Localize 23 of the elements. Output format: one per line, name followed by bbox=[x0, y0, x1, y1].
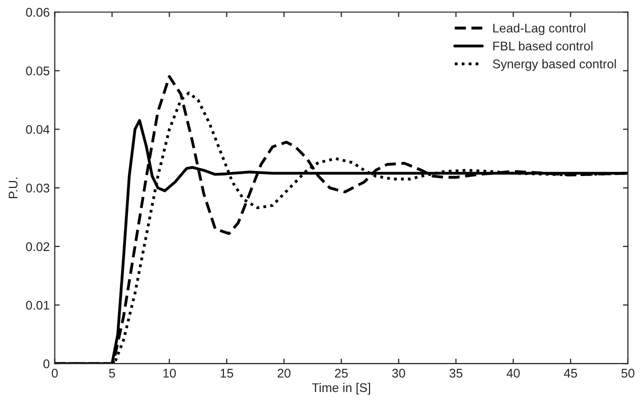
y-axis-title: P.U. bbox=[8, 178, 18, 198]
x-tick-label: 40 bbox=[506, 368, 520, 378]
x-tick-label: 45 bbox=[564, 368, 578, 378]
x-tick-label: 15 bbox=[220, 368, 234, 378]
x-axis-title: Time in [S] bbox=[312, 382, 370, 395]
y-tick-label: 0.01 bbox=[26, 300, 50, 310]
y-tick-label: 0.04 bbox=[26, 125, 50, 134]
y-tick-label: 0.02 bbox=[26, 242, 50, 252]
legend-label: Synergy based control bbox=[492, 59, 616, 71]
x-tick-label: 20 bbox=[278, 368, 290, 378]
x-tick-label: 10 bbox=[163, 368, 176, 378]
y-tick-label: 0.03 bbox=[26, 184, 50, 193]
x-tick-label: 0 bbox=[52, 368, 58, 378]
x-tick-label: 25 bbox=[335, 368, 348, 378]
x-tick-label: 5 bbox=[109, 368, 116, 378]
legend-label: FBL based control bbox=[493, 41, 592, 50]
x-tick-label: 30 bbox=[392, 368, 406, 378]
y-tick-label: 0.05 bbox=[26, 66, 50, 76]
y-tick-label: 0 bbox=[43, 359, 50, 368]
x-tick-label: 50 bbox=[621, 368, 634, 378]
x-tick-label: 35 bbox=[449, 368, 462, 378]
y-tick-label: 0.06 bbox=[26, 8, 50, 17]
legend-label: Lead-Lag control bbox=[493, 23, 586, 36]
